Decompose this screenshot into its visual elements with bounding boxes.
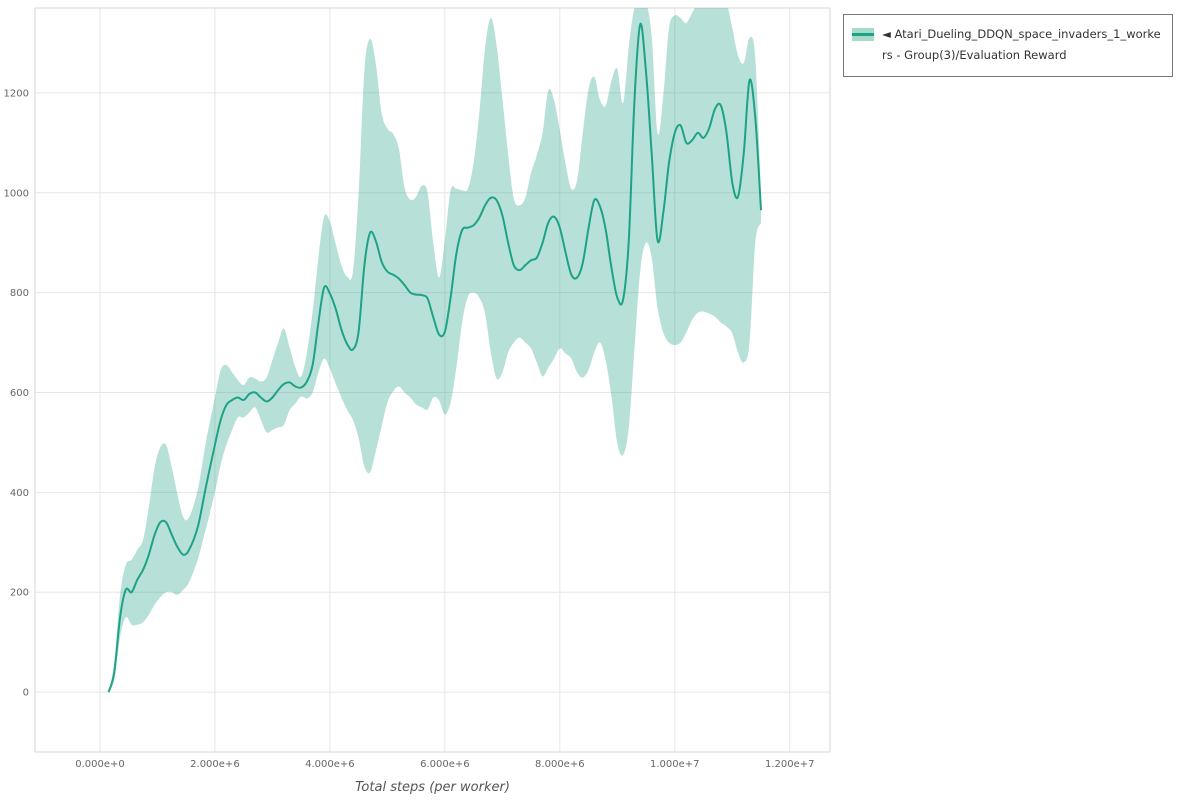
x-tick-label: 1.200e+7 bbox=[765, 759, 815, 770]
confidence-band bbox=[108, 8, 761, 693]
y-tick-label: 1000 bbox=[4, 188, 29, 199]
y-tick-label: 0 bbox=[23, 688, 29, 699]
x-axis-title: Total steps (per worker) bbox=[355, 780, 510, 795]
legend-label: ◄ Atari_Dueling_DDQN_space_invaders_1_wo… bbox=[882, 27, 1161, 63]
y-tick-label: 1200 bbox=[4, 88, 29, 99]
legend-line-swatch bbox=[852, 33, 874, 36]
y-tick-label: 400 bbox=[10, 488, 29, 499]
legend-series-swatch bbox=[852, 28, 874, 41]
x-tick-label: 1.000e+7 bbox=[650, 759, 700, 770]
mean-line bbox=[107, 22, 762, 693]
x-tick-label: 2.000e+6 bbox=[190, 759, 240, 770]
evaluation-reward-chart: 0.000e+0 2.000e+6 4.000e+6 6.000e+6 8.000e+6… bbox=[4, 7, 831, 770]
plot-border bbox=[34, 7, 831, 753]
x-tick-label: 0.000e+0 bbox=[75, 759, 125, 770]
plot-area bbox=[107, 8, 762, 693]
x-tick-label: 6.000e+6 bbox=[420, 759, 470, 770]
y-tick-label: 800 bbox=[10, 288, 29, 299]
x-tick-label: 4.000e+6 bbox=[305, 759, 355, 770]
legend[interactable]: ◄ Atari_Dueling_DDQN_space_invaders_1_wo… bbox=[843, 14, 1173, 77]
y-tick-label: 600 bbox=[10, 388, 29, 399]
y-tick-label: 200 bbox=[10, 588, 29, 599]
x-tick-label: 8.000e+6 bbox=[535, 759, 585, 770]
